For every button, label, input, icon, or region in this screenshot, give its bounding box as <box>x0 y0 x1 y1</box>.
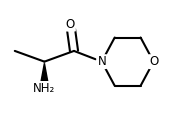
Text: O: O <box>149 55 158 68</box>
Text: O: O <box>66 18 75 31</box>
Text: N: N <box>97 55 106 68</box>
Text: NH₂: NH₂ <box>33 82 56 95</box>
Polygon shape <box>41 63 48 83</box>
